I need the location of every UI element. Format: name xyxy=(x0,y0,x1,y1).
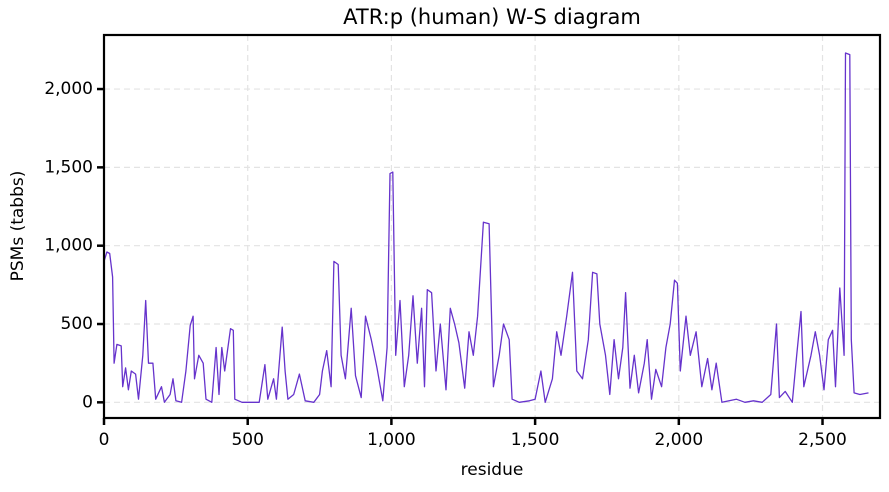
chart-title: ATR:p (human) W-S diagram xyxy=(343,5,641,29)
y-axis-label: PSMs (tabbs) xyxy=(8,171,28,282)
data-line xyxy=(103,52,869,403)
y-tick-label: 1,000 xyxy=(44,236,93,256)
y-tick-label: 1,500 xyxy=(44,157,93,177)
x-tick-label: 2,000 xyxy=(654,430,703,450)
x-tick-label: 500 xyxy=(231,430,263,450)
y-tick-label: 500 xyxy=(61,314,93,334)
x-tick-label: 2,500 xyxy=(798,430,847,450)
x-tick-label: 1,500 xyxy=(511,430,560,450)
y-tick-label: 2,000 xyxy=(44,79,93,99)
x-tick-label: 1,000 xyxy=(367,430,416,450)
x-tick-label: 0 xyxy=(99,430,110,450)
plot-frame xyxy=(102,33,882,420)
x-axis-label: residue xyxy=(461,460,524,480)
y-tick-label: 0 xyxy=(82,392,93,412)
